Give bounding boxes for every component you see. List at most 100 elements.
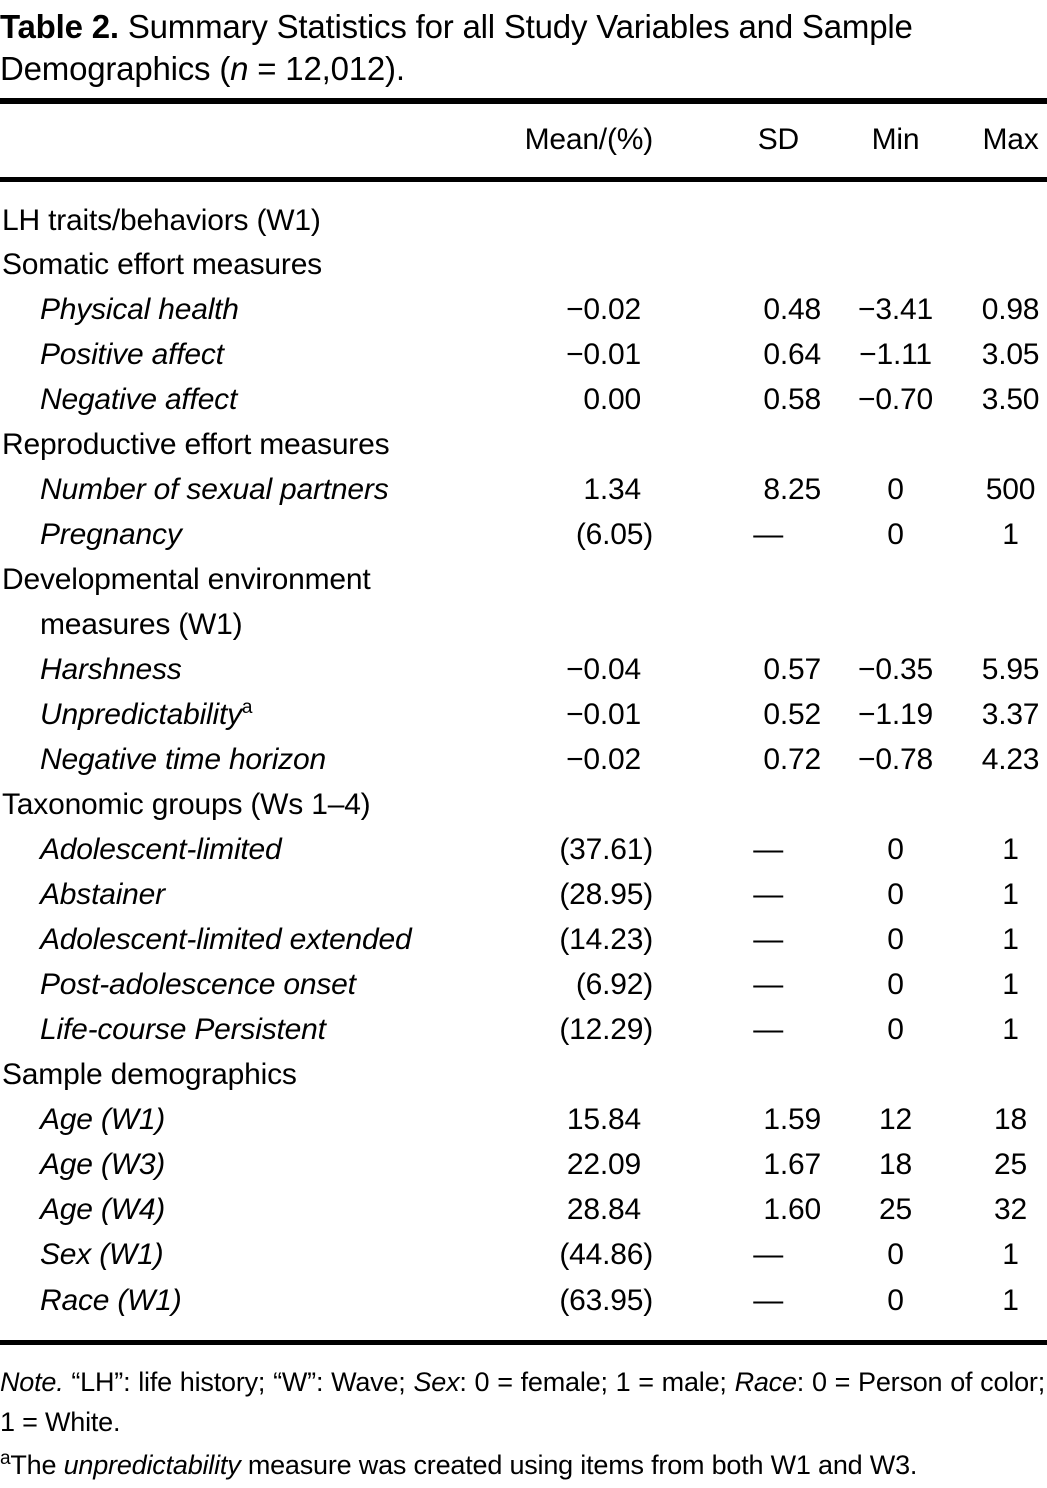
table-row: Post-adolescence onset (6.92) — 0 1 bbox=[0, 963, 1047, 1008]
cell-mean: 1.34 bbox=[583, 473, 641, 506]
cell-sd: — bbox=[753, 1013, 783, 1046]
cell-mean: (63.95) bbox=[559, 1283, 653, 1317]
row-label: Age (W3) bbox=[40, 1148, 166, 1181]
table-row: Pregnancy (6.05) — 0 1 bbox=[0, 513, 1047, 558]
cell-max: 18 bbox=[994, 1103, 1027, 1136]
cell-min: −0.35 bbox=[858, 653, 933, 686]
table-row: Abstainer (28.95) — 0 1 bbox=[0, 873, 1047, 918]
col-header-sd: SD bbox=[757, 123, 799, 157]
cell-sd: — bbox=[753, 833, 783, 866]
table-notes: Note. “LH”: life history; “W”: Wave; Sex… bbox=[0, 1362, 1047, 1485]
cell-sd: — bbox=[753, 518, 783, 551]
table-row: Somatic effort measures bbox=[0, 243, 1047, 288]
table-row: Adolescent-limited extended (14.23) — 0 … bbox=[0, 918, 1047, 963]
table-row: Sex (W1) (44.86) — 0 1 bbox=[0, 1233, 1047, 1278]
cell-min: 0 bbox=[887, 923, 904, 956]
cell-max: 1 bbox=[1002, 833, 1019, 866]
row-label: Life-course Persistent bbox=[40, 1013, 326, 1046]
cell-min: 18 bbox=[879, 1148, 912, 1181]
cell-sd: — bbox=[753, 878, 783, 911]
cell-sd: — bbox=[753, 923, 783, 956]
cell-mean: (12.29) bbox=[559, 1013, 653, 1046]
cell-mean: (6.92) bbox=[575, 968, 653, 1001]
caption-line-2: Demographics (n = 12,012). bbox=[0, 48, 1045, 90]
table-row: Sample demographics bbox=[0, 1053, 1047, 1098]
table-row: Adolescent-limited (37.61) — 0 1 bbox=[0, 828, 1047, 873]
table-row: measures (W1) bbox=[0, 603, 1047, 648]
table-row: Age (W4) 28.84 1.60 25 32 bbox=[0, 1188, 1047, 1233]
cell-mean: (37.61) bbox=[559, 833, 653, 866]
cell-mean: 0.00 bbox=[583, 383, 641, 416]
cell-sd: 0.48 bbox=[763, 293, 821, 326]
col-header-variable bbox=[0, 101, 500, 179]
cell-min: 0 bbox=[887, 833, 904, 866]
cell-mean: 22.09 bbox=[566, 1148, 641, 1181]
row-label: Age (W1) bbox=[40, 1103, 166, 1136]
caption-n-symbol: n bbox=[230, 50, 249, 87]
row-label: Adolescent-limited extended bbox=[40, 923, 412, 956]
row-label: Abstainer bbox=[40, 878, 165, 911]
row-label: Post-adolescence onset bbox=[40, 968, 356, 1001]
cell-sd: — bbox=[753, 968, 783, 1001]
caption-text-3: = 12,012). bbox=[248, 50, 405, 87]
cell-max: 1 bbox=[1002, 1283, 1019, 1317]
unpredictability-term: unpredictability bbox=[63, 1449, 241, 1480]
cell-min: 0 bbox=[887, 1013, 904, 1046]
cell-min: 0 bbox=[887, 1283, 904, 1317]
section-label: Sample demographics bbox=[2, 1058, 297, 1091]
table-row: Age (W1) 15.84 1.59 12 18 bbox=[0, 1098, 1047, 1143]
note-label: Note. bbox=[0, 1366, 64, 1397]
row-label: Positive affect bbox=[40, 338, 224, 371]
table-row: Taxonomic groups (Ws 1–4) bbox=[0, 783, 1047, 828]
row-label: Sex (W1) bbox=[40, 1238, 164, 1271]
cell-max: 3.05 bbox=[981, 338, 1040, 371]
summary-statistics-table: Mean/(%) SD Min Max LH traits/behaviors … bbox=[0, 98, 1047, 1345]
cell-mean: −0.02 bbox=[566, 743, 641, 776]
cell-sd: — bbox=[753, 1283, 783, 1317]
cell-max: 3.50 bbox=[981, 383, 1040, 416]
col-header-mean: Mean/(%) bbox=[524, 123, 654, 157]
cell-mean: (6.05) bbox=[575, 518, 653, 551]
cell-min: 0 bbox=[887, 968, 904, 1001]
cell-sd: 0.52 bbox=[763, 698, 821, 731]
cell-min: −0.70 bbox=[858, 383, 933, 416]
cell-mean: (14.23) bbox=[559, 923, 653, 956]
table-row: Physical health −0.02 0.48 −3.41 0.98 bbox=[0, 288, 1047, 333]
cell-min: 0 bbox=[887, 473, 904, 506]
cell-sd: 8.25 bbox=[763, 473, 821, 506]
table-caption: Table 2. Summary Statistics for all Study… bbox=[0, 6, 1045, 90]
footnote-a: aThe unpredictability measure was create… bbox=[0, 1447, 918, 1480]
row-label: Unpredictabilitya bbox=[40, 697, 253, 731]
cell-min: 25 bbox=[879, 1193, 912, 1226]
row-label: Race (W1) bbox=[40, 1283, 182, 1317]
table-row: Age (W3) 22.09 1.67 18 25 bbox=[0, 1143, 1047, 1188]
cell-mean: −0.02 bbox=[566, 293, 641, 326]
cell-max: 1 bbox=[1002, 878, 1019, 911]
cell-min: 12 bbox=[879, 1103, 912, 1136]
cell-sd: 0.64 bbox=[763, 338, 821, 371]
cell-max: 1 bbox=[1002, 1238, 1019, 1271]
footnote-marker-a: a bbox=[241, 697, 253, 718]
row-label: Physical health bbox=[40, 293, 239, 326]
table-row: Race (W1) (63.95) — 0 1 bbox=[0, 1278, 1047, 1343]
cell-min: −1.19 bbox=[858, 698, 933, 731]
race-variable-label: Race bbox=[734, 1366, 797, 1397]
table-row: Unpredictabilitya −0.01 0.52 −1.19 3.37 bbox=[0, 693, 1047, 738]
table-row: Positive affect −0.01 0.64 −1.11 3.05 bbox=[0, 333, 1047, 378]
section-label: Taxonomic groups (Ws 1–4) bbox=[2, 788, 371, 821]
cell-sd: 1.60 bbox=[763, 1193, 821, 1226]
cell-mean: 28.84 bbox=[566, 1193, 641, 1226]
cell-mean: (44.86) bbox=[559, 1238, 653, 1271]
cell-sd: 1.67 bbox=[763, 1148, 821, 1181]
table-row: Negative affect 0.00 0.58 −0.70 3.50 bbox=[0, 378, 1047, 423]
cell-max: 32 bbox=[994, 1193, 1027, 1226]
cell-mean: 15.84 bbox=[566, 1103, 641, 1136]
table-row: Harshness −0.04 0.57 −0.35 5.95 bbox=[0, 648, 1047, 693]
cell-max: 3.37 bbox=[981, 698, 1040, 731]
row-label: Age (W4) bbox=[40, 1193, 166, 1226]
cell-max: 4.23 bbox=[981, 743, 1040, 776]
row-label: Number of sexual partners bbox=[40, 473, 389, 506]
cell-max: 1 bbox=[1002, 968, 1019, 1001]
caption-line-1: Table 2. Summary Statistics for all Study… bbox=[0, 6, 1045, 48]
